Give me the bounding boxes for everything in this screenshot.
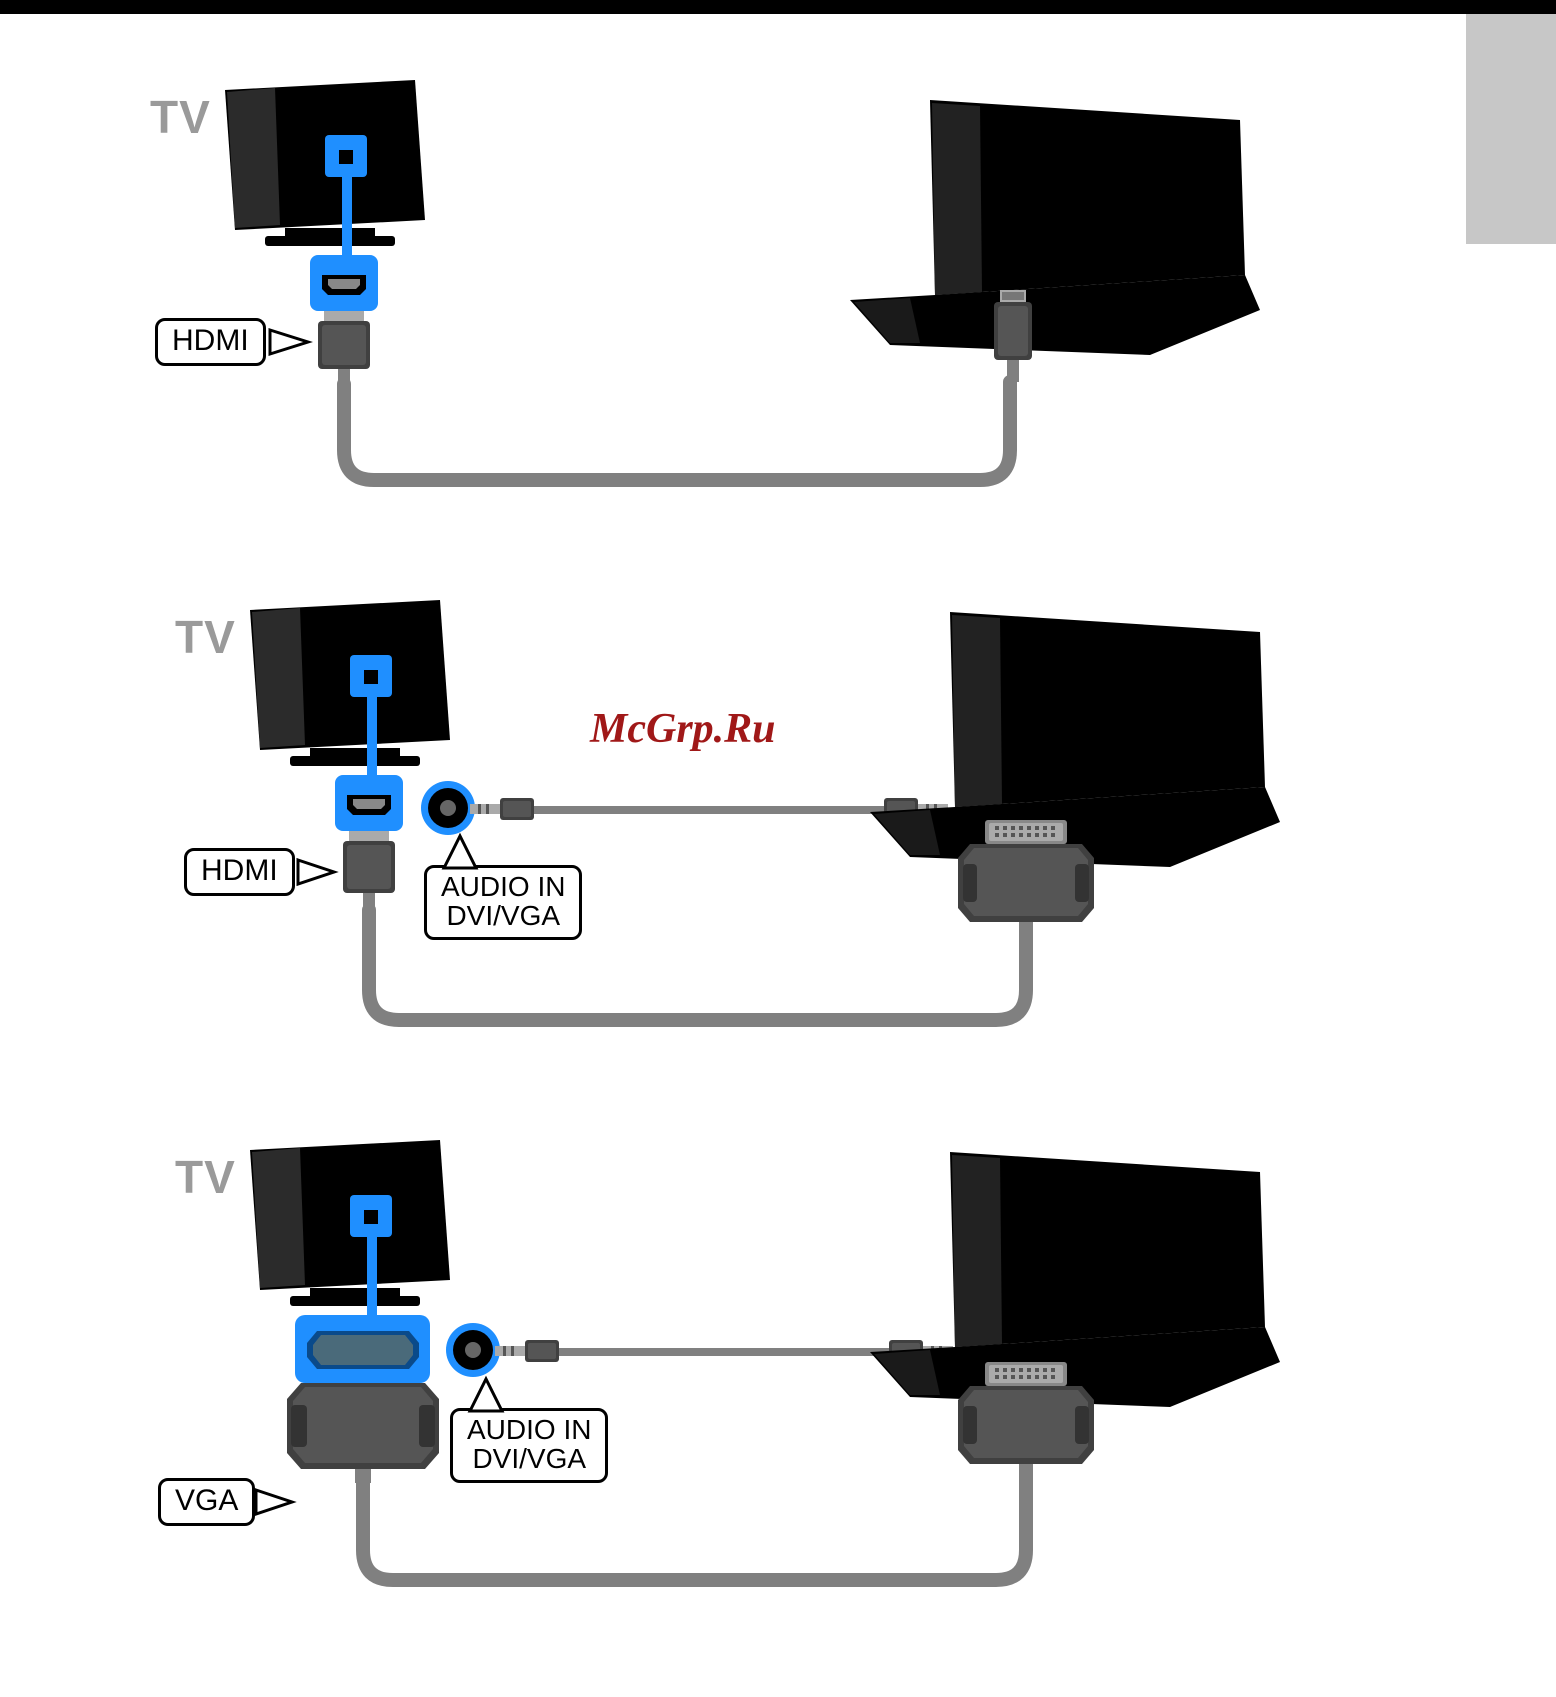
top-bar	[0, 0, 1556, 14]
main-cable	[0, 590, 1400, 1100]
main-cable	[0, 1130, 1400, 1670]
main-cable	[0, 70, 1400, 540]
diagram-vga-audio: TV VGA	[0, 1130, 1556, 1670]
diagram-hdmi: TV HDMI	[0, 70, 1556, 540]
diagram-hdmi-dvi-audio: TV McGrp.Ru HDMI	[0, 590, 1556, 1100]
